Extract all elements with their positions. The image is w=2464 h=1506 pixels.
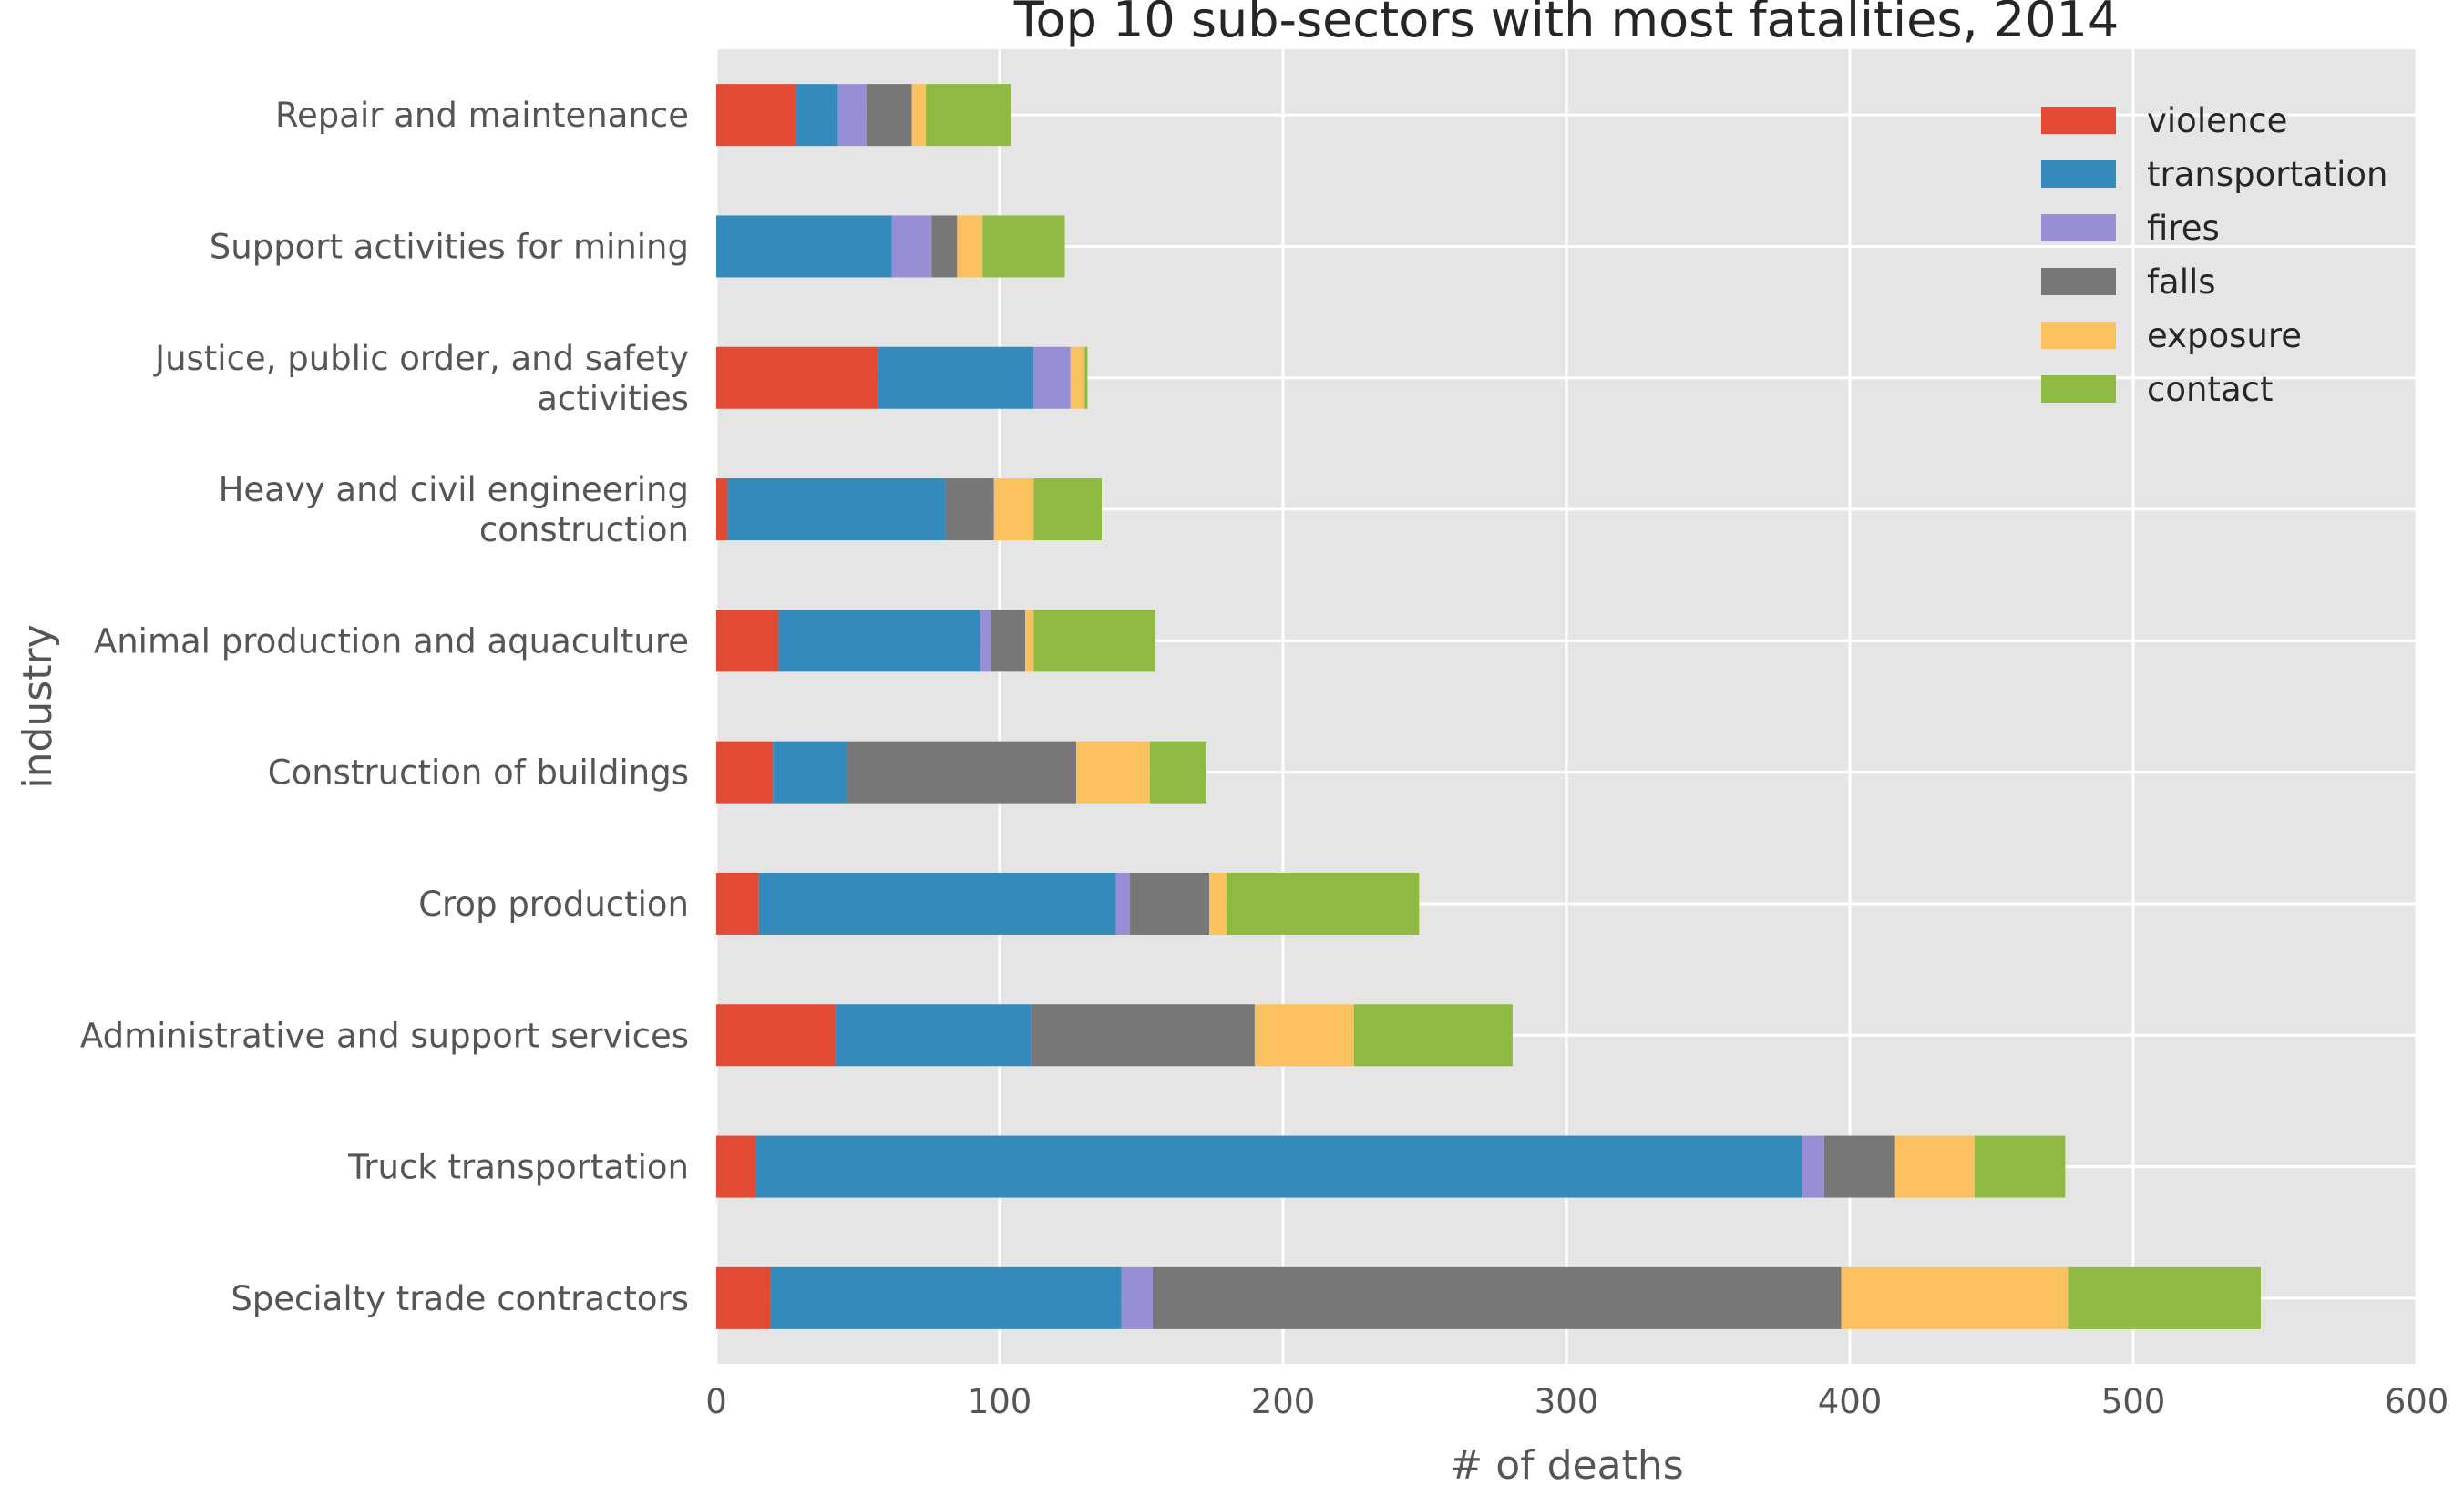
bar-segment-transportation (770, 1266, 1122, 1329)
y-tick-label: Crop production (418, 885, 689, 924)
x-tick-label: 100 (968, 1382, 1032, 1421)
bar-segment-falls (1130, 872, 1210, 935)
legend-label-exposure: exposure (2147, 316, 2302, 355)
legend-swatch-exposure (2041, 322, 2116, 349)
bar-segment-falls (945, 478, 994, 541)
legend-swatch-transportation (2041, 160, 2116, 188)
bar-segment-violence (716, 872, 759, 935)
legend-label-transportation: transportation (2147, 155, 2388, 194)
bar-segment-contact (1084, 346, 1088, 409)
bar-segment-violence (716, 741, 774, 804)
y-ticks: Repair and maintenance Support activities… (80, 96, 689, 1318)
x-tick-label: 500 (2101, 1382, 2166, 1421)
x-ticks: 0 100 200 300 400 500 600 (705, 1382, 2449, 1421)
bar-segment-contact (1033, 478, 1102, 541)
bar-segment-violence (716, 610, 779, 672)
bar-segment-violence (716, 84, 796, 147)
bar-segment-exposure (1070, 346, 1085, 409)
bar-segment-falls (1824, 1135, 1895, 1198)
bar-segment-fires (1802, 1135, 1825, 1198)
legend-label-contact: contact (2147, 370, 2273, 409)
y-axis-label: industry (15, 624, 61, 788)
bar-segment-fires (891, 215, 932, 278)
y-tick-label: Administrative and support services (80, 1016, 689, 1055)
bar-segment-transportation (878, 346, 1034, 409)
legend: violence transportation fires falls exposure… (2041, 101, 2388, 409)
bar-segment-exposure (1209, 872, 1227, 935)
y-tick-label: Heavy and civil engineering construction (219, 470, 689, 549)
bar-segment-falls (991, 610, 1025, 672)
bar-segment-transportation (796, 84, 838, 147)
bar-segment-exposure (1894, 1135, 1975, 1198)
bar-segment-exposure (1075, 741, 1150, 804)
y-tick-label: Justice, public order, and safety activit… (153, 339, 689, 418)
y-tick-label: Specialty trade contractors (231, 1279, 689, 1318)
y-tick-label: Truck transportation (347, 1148, 689, 1187)
bar-segment-transportation (727, 478, 946, 541)
bar-segment-violence (716, 1266, 771, 1329)
y-tick-label: Construction of buildings (268, 753, 689, 793)
bar-segment-falls (1152, 1266, 1842, 1329)
x-tick-label: 0 (705, 1382, 727, 1421)
bar-segment-contact (1149, 741, 1207, 804)
x-tick-label: 200 (1251, 1382, 1316, 1421)
x-tick-label: 400 (1818, 1382, 1883, 1421)
x-axis-label: # of deaths (1449, 1442, 1683, 1489)
bar-segment-exposure (1024, 610, 1034, 672)
bar-segment-fires (1115, 872, 1131, 935)
x-tick-label: 300 (1535, 1382, 1599, 1421)
x-tick-label: 600 (2385, 1382, 2449, 1421)
bar-segment-falls (931, 215, 958, 278)
bar-segment-contact (1033, 610, 1156, 672)
bar-segment-falls (847, 741, 1076, 804)
legend-label-violence: violence (2147, 101, 2287, 140)
bars (716, 84, 2261, 1329)
bar-segment-falls (866, 84, 912, 147)
bar-segment-contact (926, 84, 1011, 147)
legend-swatch-fires (2041, 214, 2116, 241)
y-tick-label: Animal production and aquaculture (94, 621, 689, 661)
bar-segment-transportation (716, 215, 892, 278)
y-tick-label: Repair and maintenance (275, 96, 689, 135)
bar-segment-contact (982, 215, 1065, 278)
y-tick-label: Support activities for mining (210, 227, 689, 266)
bar-segment-contact (1226, 872, 1420, 935)
bar-segment-contact (1353, 1004, 1513, 1067)
bar-segment-violence (716, 346, 878, 409)
legend-swatch-falls (2041, 268, 2116, 295)
bar-segment-transportation (755, 1135, 1802, 1198)
bar-segment-falls (1031, 1004, 1255, 1067)
bar-segment-contact (2068, 1266, 2261, 1329)
bar-segment-violence (716, 478, 728, 541)
bar-segment-exposure (1254, 1004, 1354, 1067)
bar-segment-fires (1033, 346, 1071, 409)
bar-segment-fires (1121, 1266, 1153, 1329)
bar-segment-transportation (778, 610, 980, 672)
bar-segment-transportation (835, 1004, 1032, 1067)
bar-segment-transportation (773, 741, 847, 804)
bar-segment-fires (837, 84, 867, 147)
bar-segment-exposure (1841, 1266, 2069, 1329)
bar-segment-exposure (911, 84, 927, 147)
legend-swatch-contact (2041, 375, 2116, 403)
legend-swatch-violence (2041, 107, 2116, 134)
bar-segment-contact (1974, 1135, 2066, 1198)
legend-label-falls: falls (2147, 262, 2216, 302)
bar-segment-fires (980, 610, 991, 672)
bar-segment-violence (716, 1135, 756, 1198)
bar-segment-transportation (758, 872, 1116, 935)
legend-label-fires: fires (2147, 209, 2220, 248)
chart-title: Top 10 sub-sectors with most fatalities,… (1013, 0, 2120, 48)
bar-segment-exposure (957, 215, 983, 278)
bar-segment-violence (716, 1004, 836, 1067)
bar-segment-exposure (993, 478, 1034, 541)
